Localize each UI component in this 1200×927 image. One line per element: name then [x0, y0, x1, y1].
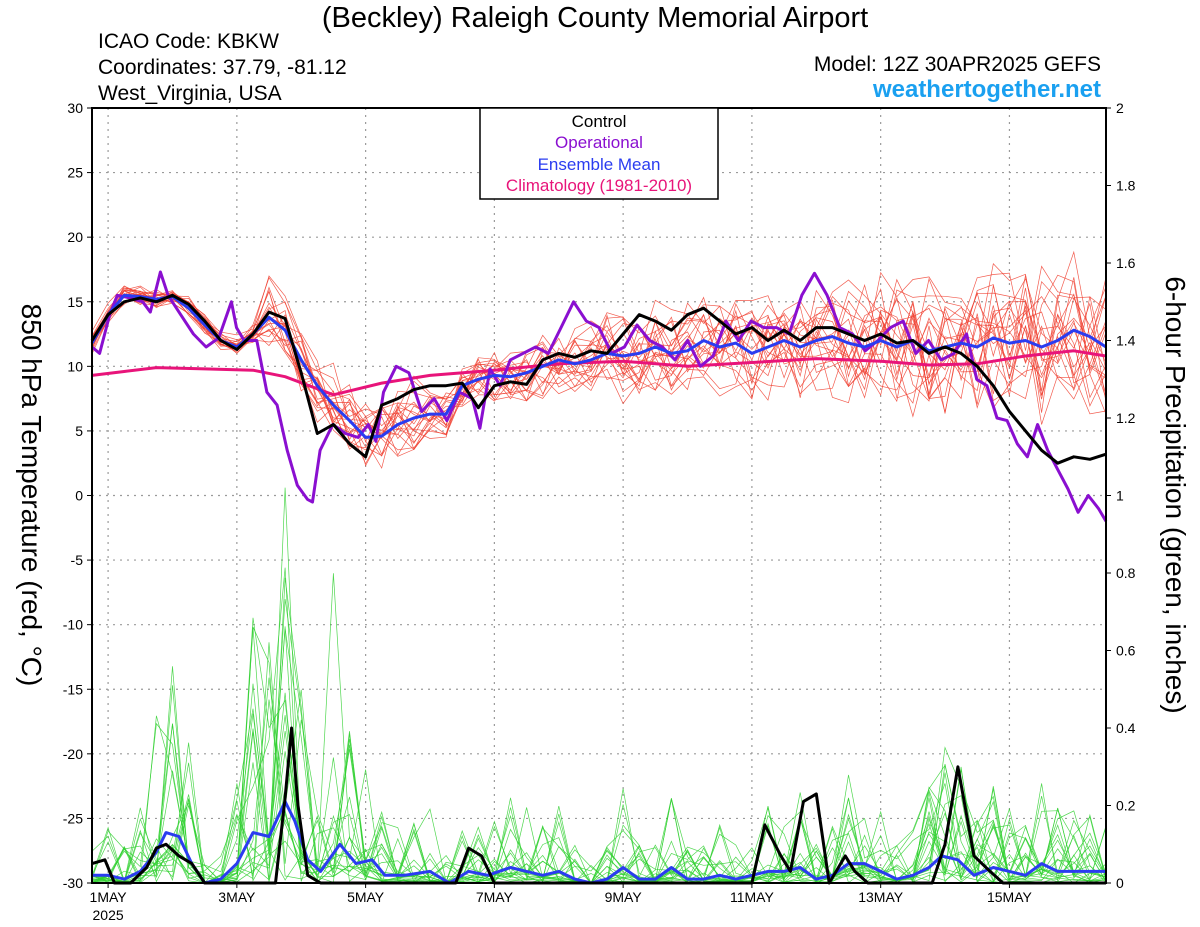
- x-tick-label: 15MAY: [987, 889, 1033, 905]
- chart-title: (Beckley) Raleigh County Memorial Airpor…: [322, 2, 868, 34]
- left-tick-label: 5: [75, 423, 83, 439]
- x-tick-label: 1MAY: [90, 889, 128, 905]
- right-tick-label: 1.6: [1116, 255, 1136, 271]
- right-tick-label: 0: [1116, 875, 1124, 891]
- left-tick-label: -30: [63, 875, 83, 891]
- legend: Control Operational Ensemble Mean Climat…: [479, 107, 719, 200]
- member-precipitation-line: [91, 577, 1107, 884]
- right-tick-label: 1.2: [1116, 410, 1136, 426]
- series-lines: [90, 270, 1108, 885]
- left-axis-ticks: 30 25 20 15 10 5 0 -5 -10 -15 -20 -25 -30: [63, 100, 92, 891]
- x-tick-label: 11MAY: [730, 889, 774, 905]
- left-tick-label: 0: [75, 488, 83, 504]
- left-tick-label: -15: [63, 681, 83, 697]
- member-temperature-line: [91, 293, 1107, 467]
- control-temperature-line: [90, 293, 1107, 465]
- legend-operational: Operational: [555, 133, 643, 152]
- member-precipitation-line: [91, 677, 1107, 884]
- left-tick-label: -5: [71, 552, 84, 568]
- left-tick-label: 10: [67, 358, 83, 374]
- right-tick-label: 1.8: [1116, 178, 1136, 194]
- ensemble-mean-precipitation-line: [92, 800, 1106, 885]
- left-tick-label: -20: [63, 746, 83, 762]
- right-tick-label: 0.2: [1116, 798, 1136, 814]
- member-temperature-line: [91, 289, 1107, 451]
- left-tick-label: 15: [67, 294, 83, 310]
- left-tick-label: 20: [67, 229, 83, 245]
- icao-code: ICAO Code: KBKW: [98, 30, 279, 53]
- left-axis-label: 850 hPa Temperature (red, °C): [16, 304, 47, 687]
- member-temperature-line: [91, 286, 1107, 433]
- left-tick-label: -25: [63, 810, 83, 826]
- left-tick-label: 25: [67, 165, 83, 181]
- model-run: Model: 12Z 30APR2025 GEFS: [814, 53, 1101, 76]
- legend-box: [479, 107, 719, 200]
- coordinates: Coordinates: 37.79, -81.12: [98, 56, 347, 79]
- member-temperature-line: [91, 291, 1107, 456]
- legend-climatology: Climatology (1981-2010): [506, 176, 692, 195]
- operational-temperature-line: [91, 270, 1108, 523]
- left-tick-label: -10: [63, 617, 83, 633]
- member-precipitation-line: [91, 487, 1107, 884]
- x-tick-label: 5MAY: [347, 889, 385, 905]
- right-tick-label: 2: [1116, 100, 1124, 116]
- member-precipitation-line: [91, 567, 1107, 884]
- legend-ensemble-mean: Ensemble Mean: [538, 155, 661, 174]
- x-tick-label: 9MAY: [605, 889, 643, 905]
- x-tick-label: 13MAY: [858, 889, 904, 905]
- right-tick-label: 0.4: [1116, 720, 1136, 736]
- member-temperature-line: [91, 294, 1107, 451]
- right-tick-label: 1: [1116, 488, 1124, 504]
- region: West_Virginia, USA: [98, 82, 282, 105]
- site-name: weathertogether.net: [872, 76, 1101, 103]
- x-tick-label: 7MAY: [476, 889, 514, 905]
- right-tick-label: 1.4: [1116, 333, 1136, 349]
- left-tick-label: 30: [67, 100, 83, 116]
- member-temperature-line: [91, 274, 1107, 435]
- right-tick-label: 0.8: [1116, 565, 1136, 581]
- right-axis-ticks: 2 1.8 1.6 1.4 1.2 1 0.8 0.6 0.4 0.2 0: [1106, 100, 1136, 891]
- member-temperature-line: [91, 250, 1107, 431]
- x-tick-label: 3MAY: [218, 889, 256, 905]
- member-temperature-line: [91, 298, 1107, 469]
- right-axis-label: 6-hour Precipitation (green, inches): [1160, 276, 1191, 713]
- member-precipitation-line: [91, 598, 1107, 884]
- legend-control: Control: [572, 112, 627, 131]
- right-tick-label: 0.6: [1116, 643, 1136, 659]
- climatology-line: [91, 349, 1107, 397]
- x-axis-ticks: 1MAY 2025 3MAY 5MAY 7MAY 9MAY 11MAY 13MAY 15MAY: [90, 883, 1033, 923]
- member-precipitation-line: [91, 617, 1107, 884]
- x-tick-year: 2025: [93, 907, 124, 923]
